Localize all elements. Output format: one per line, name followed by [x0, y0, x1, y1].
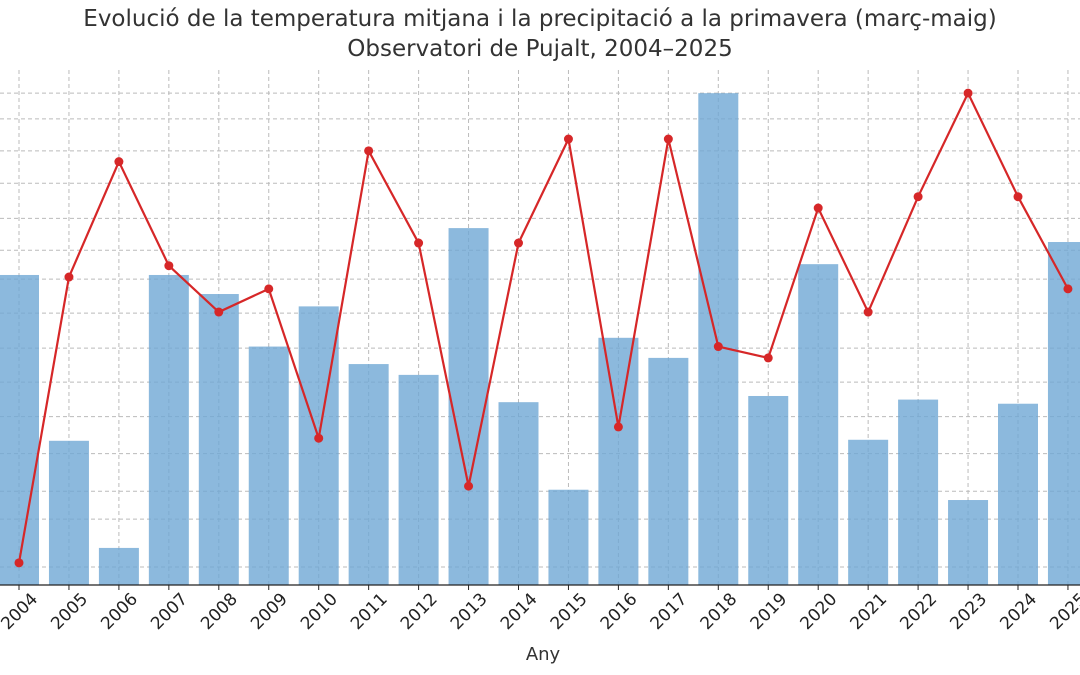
- temperature-point-2009: [264, 284, 274, 294]
- temperature-point-2018: [713, 342, 723, 352]
- temperature-point-2019: [763, 353, 773, 363]
- temperature-point-2021: [863, 307, 873, 317]
- temperature-point-2015: [563, 134, 573, 144]
- chart-subtitle: Observatori de Pujalt, 2004–2025: [347, 36, 733, 62]
- temperature-point-2022: [913, 192, 923, 202]
- precipitation-bar-2014: [498, 402, 539, 585]
- x-tick-label-2023: 2023: [946, 589, 991, 634]
- precipitation-bar-2020: [798, 264, 839, 585]
- precipitation-bar-2018: [698, 93, 739, 586]
- x-tick-label-2018: 2018: [697, 589, 742, 634]
- precipitation-bar-2007: [148, 274, 189, 585]
- chart-title: Evolució de la temperatura mitjana i la …: [83, 6, 997, 32]
- precipitation-bar-2019: [748, 395, 789, 585]
- axes: 2004 2005 2006 2007 2008 2009 2010 2011 2012 2013…: [0, 584, 1080, 634]
- x-tick-label-2019: 2019: [747, 589, 792, 634]
- x-tick-label-2015: 2015: [547, 589, 592, 634]
- precipitation-bar-2021: [848, 439, 889, 585]
- precipitation-bar-2010: [298, 306, 339, 585]
- temperature-point-2017: [663, 134, 673, 144]
- temperature-point-2016: [613, 422, 623, 432]
- temperature-point-2013: [464, 481, 474, 491]
- precipitation-bar-2015: [548, 489, 589, 585]
- precipitation-bars: [0, 93, 1080, 586]
- x-tick-label-2016: 2016: [597, 589, 642, 634]
- precipitation-bar-2006: [98, 547, 139, 585]
- precipitation-bar-2009: [248, 346, 289, 585]
- temperature-point-2014: [514, 238, 523, 248]
- temperature-point-2024: [1013, 192, 1023, 202]
- precipitation-bar-2025: [1047, 242, 1080, 585]
- precipitation-bar-2022: [898, 399, 939, 585]
- precipitation-bar-2024: [998, 403, 1038, 585]
- temperature-point-2007: [164, 261, 174, 271]
- temperature-point-2004: [14, 558, 24, 568]
- temperature-point-2008: [214, 307, 224, 317]
- x-tick-label-2010: 2010: [297, 589, 342, 634]
- x-tick-label-2004: 2004: [0, 589, 42, 634]
- x-axis-label: Any: [526, 644, 561, 665]
- precipitation-bar-2017: [648, 357, 689, 585]
- x-tick-label-2024: 2024: [996, 589, 1041, 634]
- temperature-line-path: [17, 90, 1069, 564]
- temperature-point-2023: [963, 88, 973, 98]
- temperature-point-2011: [364, 146, 374, 156]
- precipitation-bar-2005: [48, 440, 89, 585]
- x-tick-label-2025: 2025: [1046, 589, 1080, 634]
- x-tick-label-2006: 2006: [97, 589, 142, 634]
- precipitation-bar-2008: [198, 294, 239, 585]
- x-tick-label-2021: 2021: [846, 589, 891, 634]
- precipitation-bar-2011: [348, 364, 389, 585]
- x-tick-label-2013: 2013: [447, 589, 492, 634]
- precipitation-bar-2023: [948, 500, 989, 585]
- x-tick-label-2012: 2012: [397, 589, 442, 634]
- x-tick-label-2005: 2005: [47, 589, 92, 634]
- x-tick-label-2020: 2020: [797, 589, 842, 634]
- temperature-point-2005: [64, 272, 74, 282]
- precipitation-bar-2012: [398, 374, 439, 585]
- temperature-point-2006: [114, 157, 124, 167]
- precipitation-bar-2013: [448, 228, 489, 586]
- x-tick-label-2022: 2022: [896, 589, 941, 634]
- temperature-point-2025: [1063, 284, 1073, 294]
- temperature-point-2010: [314, 433, 324, 443]
- x-tick-label-2014: 2014: [497, 589, 542, 634]
- temperature-point-2012: [414, 238, 424, 248]
- precipitation-bar-2004: [0, 274, 39, 585]
- temperature-line: [14, 88, 1073, 568]
- temperature-point-2020: [813, 203, 823, 213]
- x-tick-label-2007: 2007: [147, 589, 192, 634]
- precipitation-bar-2016: [598, 337, 639, 585]
- x-tick-label-2017: 2017: [647, 589, 692, 634]
- x-tick-label-2009: 2009: [247, 589, 292, 634]
- x-tick-label-2011: 2011: [347, 589, 392, 634]
- x-tick-label-2008: 2008: [197, 589, 242, 634]
